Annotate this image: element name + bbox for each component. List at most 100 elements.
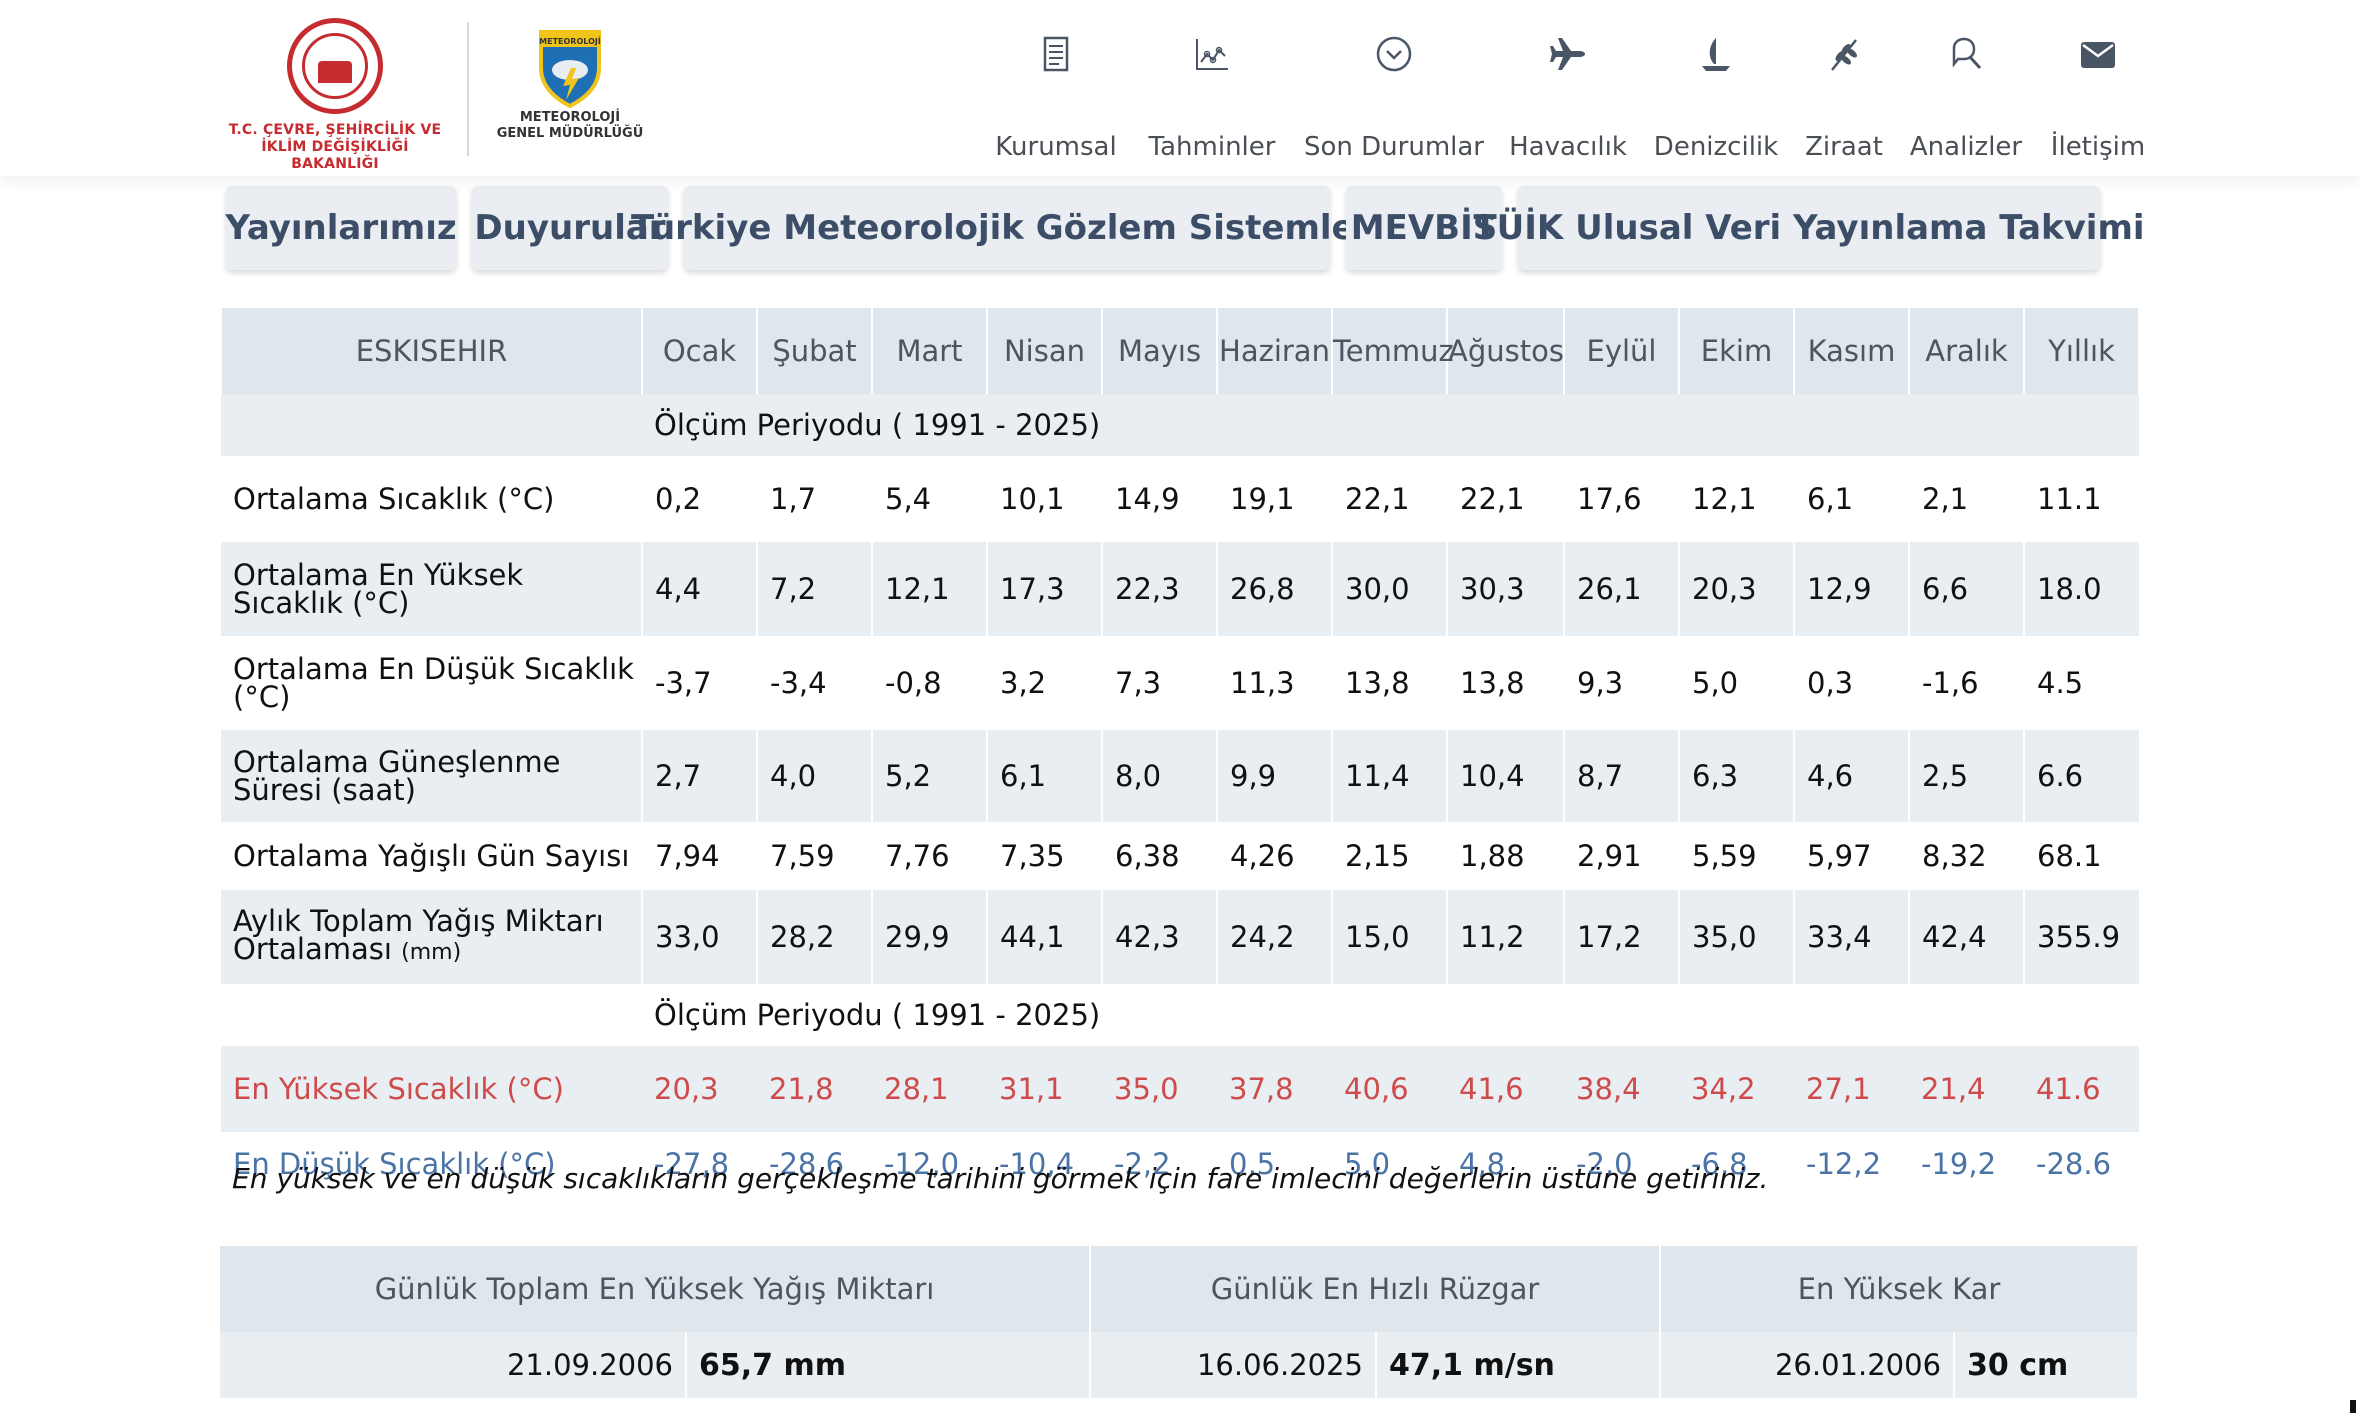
row-label: Ortalama En Düşük Sıcaklık (°C) (221, 636, 642, 730)
month-value: 7,2 (756, 542, 872, 636)
extreme-value[interactable]: -27,8 (642, 1132, 757, 1196)
month-value: 2,15 (1331, 822, 1447, 890)
month-value: 7,76 (871, 822, 987, 890)
hover-note: En yüksek ve en düşük sıcaklıkların gerç… (232, 1162, 1769, 1195)
month-value: 2,1 (1908, 456, 2024, 542)
month-value: 4,6 (1793, 730, 1909, 822)
extreme-value[interactable]: 4,8 (1447, 1132, 1564, 1196)
extreme-value[interactable]: 5,0 (1332, 1132, 1447, 1196)
nav-iletisim[interactable]: İletişim (2051, 30, 2145, 162)
month-value: 26,1 (1563, 542, 1679, 636)
record-header: Günlük En Hızlı Rüzgar (1090, 1246, 1662, 1332)
extreme-value[interactable]: -6,8 (1679, 1132, 1794, 1196)
nav-havacilik[interactable]: Havacılık (1509, 30, 1627, 162)
month-header: Mart (871, 308, 988, 394)
row-label: Aylık Toplam Yağış Miktarı Ortalaması (m… (221, 890, 642, 984)
month-header: Eylül (1563, 308, 1680, 394)
record-date: 21.09.2006 (220, 1332, 687, 1398)
extreme-value[interactable]: -12,0 (872, 1132, 987, 1196)
mean-rows: Ortalama Sıcaklık (°C) 0,2 1,7 5,4 10,1 14,9 1… (221, 456, 2139, 984)
period-blank (221, 984, 642, 1046)
magnifier-icon (1946, 30, 1986, 78)
month-value: 6,1 (1793, 456, 1909, 542)
month-value: 4,0 (756, 730, 872, 822)
nav-label: Kurumsal (995, 132, 1117, 162)
month-value: 5,97 (1793, 822, 1909, 890)
sailboat-icon (1696, 30, 1736, 78)
subnav-gozlem-sistemleri[interactable]: Türkiye Meteorolojik Gözlem Sistemleri (631, 186, 1383, 270)
annual-value: 6.6 (2023, 730, 2139, 822)
month-value: 12,1 (871, 542, 987, 636)
extreme-value[interactable]: 38,4 (1564, 1046, 1679, 1132)
month-value: 8,32 (1908, 822, 2024, 890)
extreme-value[interactable]: 28,1 (872, 1046, 987, 1132)
table-row: Aylık Toplam Yağış Miktarı Ortalaması (m… (221, 890, 2139, 984)
extreme-value[interactable]: 35,0 (1102, 1046, 1217, 1132)
month-value: 6,3 (1678, 730, 1794, 822)
row-label: Ortalama Sıcaklık (°C) (221, 456, 642, 542)
extreme-value[interactable]: 40,6 (1332, 1046, 1447, 1132)
month-value: 29,9 (871, 890, 987, 984)
extreme-value[interactable]: -19,2 (1909, 1132, 2024, 1196)
month-value: -1,6 (1908, 636, 2024, 730)
month-value: 17,3 (986, 542, 1102, 636)
row-label-text: Ortalama En Düşük Sıcaklık (°C) (233, 652, 634, 714)
record-date: 26.01.2006 (1660, 1332, 1956, 1398)
record-header: Günlük Toplam En Yüksek Yağış Miktarı (220, 1246, 1092, 1332)
nav-label: Son Durumlar (1304, 132, 1484, 162)
mgm-name-line1: METEOROLOJİ (519, 110, 621, 125)
month-header: Aralık (1908, 308, 2025, 394)
min-temp-row: En Düşük Sıcaklık (°C) -27,8 -28,6 -12,0 -10… (221, 1132, 2139, 1196)
extreme-value[interactable]: 41.6 (2024, 1046, 2139, 1132)
extreme-value[interactable]: -28,6 (757, 1132, 872, 1196)
table-header-row: ESKISEHIR Ocak Şubat Mart Nisan Mayıs Ha… (220, 308, 2140, 394)
record-date: 16.06.2025 (1090, 1332, 1378, 1398)
extreme-value[interactable]: 21,4 (1909, 1046, 2024, 1132)
subnav-duyurular[interactable]: Duyurular (472, 186, 668, 270)
envelope-icon (2078, 30, 2118, 78)
extreme-value[interactable]: 20,3 (642, 1046, 757, 1132)
chart-icon (1192, 30, 1232, 78)
extreme-value[interactable]: -2,0 (1564, 1132, 1679, 1196)
extreme-value[interactable]: 41,6 (1447, 1046, 1564, 1132)
wheat-icon (1824, 30, 1864, 78)
nav-denizcilik[interactable]: Denizcilik (1654, 30, 1778, 162)
extreme-value[interactable]: -12,2 (1794, 1132, 1909, 1196)
subnav-yayinlarimiz[interactable]: Yayınlarımız (225, 186, 457, 270)
annual-value: 68.1 (2023, 822, 2139, 890)
row-label: Ortalama Yağışlı Gün Sayısı (221, 822, 642, 890)
subnav-mevbis[interactable]: MEVBİS (1346, 186, 1502, 270)
nav-ziraat[interactable]: Ziraat (1805, 30, 1883, 162)
annual-value: 11.1 (2023, 456, 2139, 542)
month-header: Şubat (756, 308, 873, 394)
extreme-value[interactable]: 21,8 (757, 1046, 872, 1132)
period-blank (221, 394, 642, 456)
extreme-value[interactable]: 31,1 (987, 1046, 1102, 1132)
month-value: 33,4 (1793, 890, 1909, 984)
month-value: 13,8 (1446, 636, 1564, 730)
subnav-tuik-takvimi[interactable]: TÜİK Ulusal Veri Yayınlama Takvimi (1473, 186, 2145, 270)
extreme-value[interactable]: -28.6 (2024, 1132, 2139, 1196)
month-header: Nisan (986, 308, 1103, 394)
month-value: 10,1 (986, 456, 1102, 542)
ministry-logo[interactable]: T.C. ÇEVRE, ŞEHİRCİLİK VE İKLİM DEĞİŞİKL… (220, 18, 450, 172)
table-row: Ortalama Sıcaklık (°C) 0,2 1,7 5,4 10,1 14,9 1… (221, 456, 2139, 542)
extreme-value[interactable]: -10,4 (987, 1132, 1102, 1196)
row-label-text: Aylık Toplam Yağış Miktarı Ortalaması (233, 904, 604, 966)
extreme-value[interactable]: 27,1 (1794, 1046, 1909, 1132)
nav-son-durumlar[interactable]: Son Durumlar (1304, 30, 1484, 162)
record-value: 30 cm (1954, 1332, 2140, 1398)
record-value: 47,1 m/sn (1376, 1332, 1662, 1398)
extreme-value[interactable]: 37,8 (1217, 1046, 1332, 1132)
month-value: 6,6 (1908, 542, 2024, 636)
nav-kurumsal[interactable]: Kurumsal (995, 30, 1117, 162)
mgm-logo[interactable]: METEOROLOJİ METEOROLOJİ GENEL MÜDÜRLÜĞÜ (490, 28, 650, 142)
nav-tahminler[interactable]: Tahminler (1149, 30, 1275, 162)
nav-analizler[interactable]: Analizler (1910, 30, 2022, 162)
extreme-value[interactable]: -2,2 (1102, 1132, 1217, 1196)
nav-label: Tahminler (1148, 132, 1276, 162)
row-label-text: Ortalama Sıcaklık (°C) (233, 482, 555, 516)
extreme-value[interactable]: 34,2 (1679, 1046, 1794, 1132)
extreme-value[interactable]: 0,5 (1217, 1132, 1332, 1196)
row-label-text: Ortalama Güneşlenme Süresi (saat) (233, 745, 561, 807)
